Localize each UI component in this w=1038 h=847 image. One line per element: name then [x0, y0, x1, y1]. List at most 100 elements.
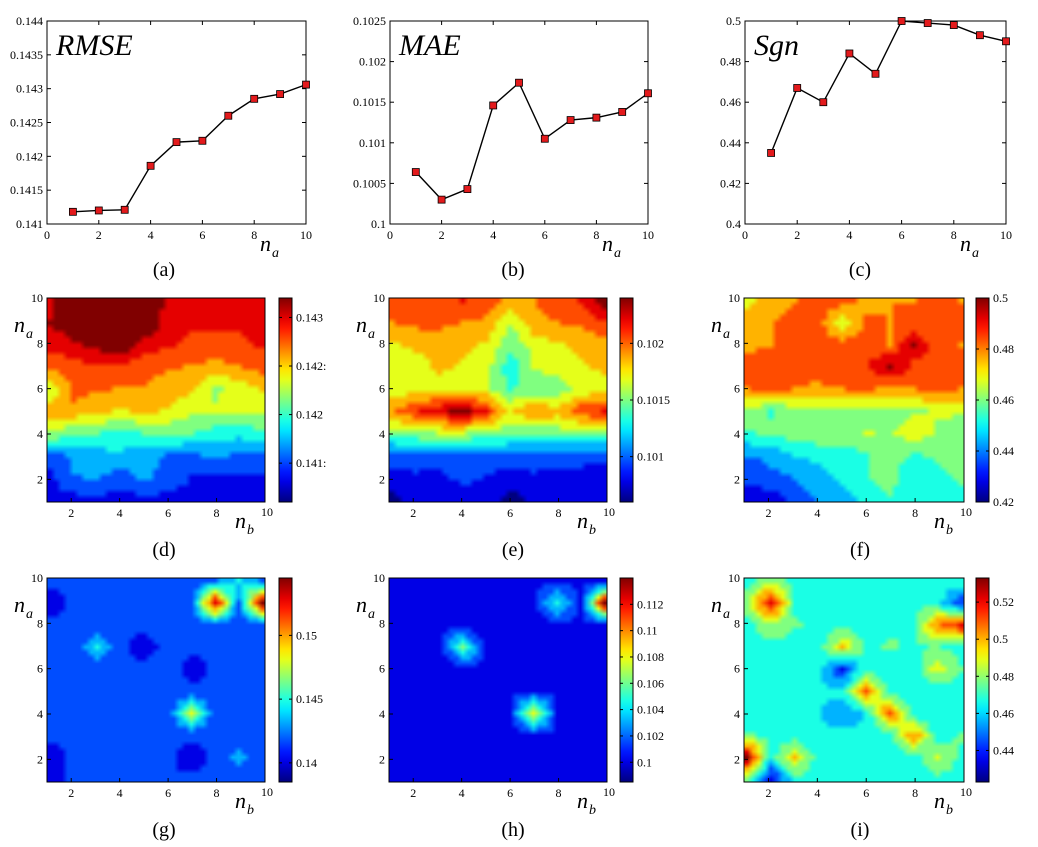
y-tick-label: 2	[379, 472, 385, 486]
colorbar-tick-label: 0.11	[637, 624, 658, 638]
chart-b: 0 2 4 6 8 10 0.1 0.1005 0.101 0.1015 0.102 0.1025 MA…	[353, 14, 654, 281]
colorbar-tick-label: 0.5	[993, 632, 1008, 646]
panel-caption: (b)	[501, 259, 524, 281]
data-point	[172, 138, 181, 147]
x-axis-label-subscript: b	[946, 523, 953, 538]
y-axis-label-subscript: a	[723, 607, 730, 622]
y-tick-label: 0.143	[16, 82, 43, 96]
x-tick-label: 6	[165, 786, 171, 800]
x-axis-label-subscript: b	[589, 803, 596, 818]
data-point	[515, 78, 523, 87]
x-tick-label: 10	[300, 228, 312, 242]
y-axis-label: n	[711, 592, 722, 617]
panel-caption: (a)	[153, 259, 175, 281]
x-axis-label-subscript: b	[589, 523, 596, 538]
colorbar-tick-label: 0.44	[993, 743, 1014, 757]
x-axis-label-subscript: b	[247, 803, 254, 818]
x-axis-label-subscript: b	[247, 523, 254, 538]
x-tick-label: 6	[199, 228, 205, 242]
y-tick-label: 6	[734, 382, 740, 396]
x-tick-label: 6	[507, 506, 513, 520]
data-point	[146, 161, 155, 170]
colorbar-tick-label: 0.142	[296, 408, 323, 422]
y-tick-label: 4	[37, 427, 43, 441]
y-tick-label: 0.1435	[10, 48, 43, 62]
y-axis-label-subscript: a	[26, 607, 33, 622]
data-point	[1002, 37, 1010, 46]
x-tick-label: 6	[899, 228, 905, 242]
x-axis-label: n	[260, 231, 271, 256]
data-point	[198, 136, 207, 145]
colorbar	[975, 577, 990, 783]
x-tick-label: 0	[387, 228, 393, 242]
y-tick-label: 8	[379, 616, 385, 630]
plot-frame	[46, 20, 307, 225]
data-point	[302, 80, 310, 89]
data-point	[819, 98, 828, 107]
colorbar-tick-label: 0.14	[296, 756, 317, 770]
data-point	[976, 31, 984, 40]
data-point	[69, 207, 77, 216]
x-tick-label: 4	[814, 786, 820, 800]
data-point	[845, 49, 854, 58]
x-tick-label: 2	[765, 786, 771, 800]
data-point	[411, 168, 420, 176]
data-point	[793, 84, 802, 92]
data-point	[923, 19, 932, 27]
y-tick-label: 0.1	[371, 217, 386, 231]
colorbar-tick-label: 0.142:	[296, 359, 326, 373]
x-tick-label: 4	[117, 786, 123, 800]
y-tick-label: 0.144	[16, 14, 43, 28]
x-tick-label: 8	[214, 506, 220, 520]
x-tick-label: 4	[814, 506, 820, 520]
data-point	[949, 21, 958, 29]
y-axis-label: n	[14, 312, 25, 337]
plot-frame	[743, 297, 965, 503]
y-tick-label: 4	[734, 427, 740, 441]
x-axis-label-subscript: a	[614, 246, 621, 261]
x-axis-label: n	[577, 788, 588, 813]
y-tick-label: 0.141	[16, 217, 43, 231]
x-tick-label: 2	[68, 786, 74, 800]
y-tick-label: 0.1025	[353, 14, 386, 28]
plot-frame	[743, 577, 965, 783]
colorbar-tick-label: 0.143	[296, 310, 323, 324]
panel-title: MAE	[398, 29, 461, 62]
y-tick-label: 8	[37, 336, 43, 350]
y-tick-label: 0.44	[720, 136, 741, 150]
y-tick-label: 10	[373, 571, 385, 585]
x-tick-label: 10	[960, 785, 972, 799]
x-tick-label: 2	[765, 506, 771, 520]
x-tick-label: 0	[742, 228, 748, 242]
colorbar	[278, 577, 293, 783]
data-point	[897, 17, 906, 25]
y-tick-label: 4	[379, 707, 385, 721]
series-line	[770, 20, 1007, 154]
y-tick-label: 2	[379, 752, 385, 766]
x-axis-label: n	[960, 231, 971, 256]
x-tick-label: 8	[951, 228, 957, 242]
x-tick-label: 8	[214, 786, 220, 800]
colorbar-tick-label: 0.42	[993, 495, 1014, 509]
data-point	[250, 94, 259, 103]
y-tick-label: 0.46	[720, 95, 741, 109]
colorbar	[278, 297, 293, 503]
contour-field	[744, 298, 964, 502]
y-tick-label: 4	[37, 707, 43, 721]
y-tick-label: 2	[734, 752, 740, 766]
colorbar-tick-label: 0.1015	[637, 393, 670, 407]
contour-field	[389, 298, 607, 502]
colorbar-tick-label: 0.145	[296, 692, 323, 706]
colorbar-tick-label: 0.52	[993, 595, 1014, 609]
x-tick-label: 2	[68, 506, 74, 520]
y-tick-label: 4	[734, 707, 740, 721]
y-tick-label: 8	[734, 336, 740, 350]
x-tick-label: 10	[642, 228, 654, 242]
panel-caption: (d)	[152, 539, 175, 561]
y-tick-label: 0.142	[16, 149, 43, 163]
y-axis-label-subscript: a	[26, 327, 33, 342]
y-tick-label: 6	[37, 662, 43, 676]
